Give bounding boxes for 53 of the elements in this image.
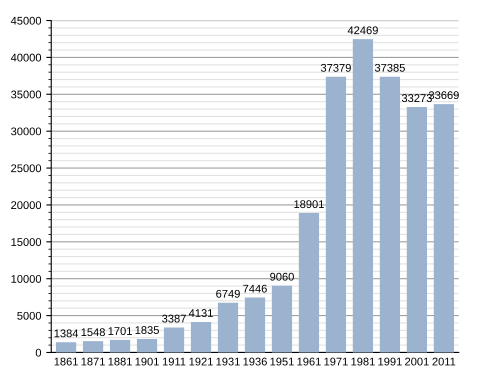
bar xyxy=(272,286,292,352)
y-tick-label: 30000 xyxy=(11,127,42,136)
x-tick-label: 1861 xyxy=(54,358,78,366)
data-label: 18901 xyxy=(294,200,324,208)
bar xyxy=(380,76,400,352)
data-label: 37385 xyxy=(374,64,405,72)
bar xyxy=(298,213,320,352)
y-tick-label: 10000 xyxy=(11,274,42,283)
bar xyxy=(110,340,130,352)
data-label: 37379 xyxy=(320,64,351,72)
bar xyxy=(56,342,76,352)
bar xyxy=(352,39,374,352)
x-tick-label: 1981 xyxy=(351,358,375,366)
data-label: 4131 xyxy=(188,309,213,318)
data-label: 1701 xyxy=(108,327,132,335)
x-tick-label: 1921 xyxy=(190,358,213,366)
x-tick-label: 1931 xyxy=(216,358,240,366)
x-tick-label: 1991 xyxy=(378,358,402,366)
x-tick-label: 1881 xyxy=(108,358,132,366)
x-tick-label: 1871 xyxy=(82,358,105,366)
bar xyxy=(190,322,212,352)
data-label: 1835 xyxy=(136,326,159,334)
x-tick-label: 2011 xyxy=(432,358,456,366)
y-tick-label: 5000 xyxy=(17,312,42,320)
bar xyxy=(82,341,104,352)
x-tick-label: 1901 xyxy=(136,358,159,366)
bar xyxy=(164,328,184,352)
bar xyxy=(244,298,266,352)
data-label: 7446 xyxy=(243,284,267,293)
y-tick-label: 25000 xyxy=(11,164,42,172)
y-tick-label: 0 xyxy=(36,348,42,357)
x-tick-label: 1961 xyxy=(297,358,321,366)
data-label: 6749 xyxy=(216,290,240,298)
data-label: 9060 xyxy=(270,272,294,281)
y-tick-label: 35000 xyxy=(11,90,42,98)
x-tick-label: 1911 xyxy=(162,358,186,366)
y-tick-label: 40000 xyxy=(10,54,42,62)
bar xyxy=(326,76,346,352)
data-label: 42469 xyxy=(348,26,378,34)
y-tick-label: 45000 xyxy=(10,16,42,25)
x-tick-label: 1971 xyxy=(324,358,348,366)
x-tick-label: 2001 xyxy=(405,358,429,366)
y-tick-label: 20000 xyxy=(11,201,42,210)
data-label: 3387 xyxy=(162,314,186,323)
x-tick-label: 1936 xyxy=(243,358,267,366)
y-tick-label: 15000 xyxy=(11,238,42,246)
bar xyxy=(218,302,238,352)
x-tick-label: 1951 xyxy=(270,358,294,366)
data-label: 1548 xyxy=(82,328,105,336)
bar xyxy=(434,104,454,352)
data-label: 1384 xyxy=(54,329,78,338)
bar xyxy=(406,107,428,352)
bar xyxy=(136,338,158,352)
